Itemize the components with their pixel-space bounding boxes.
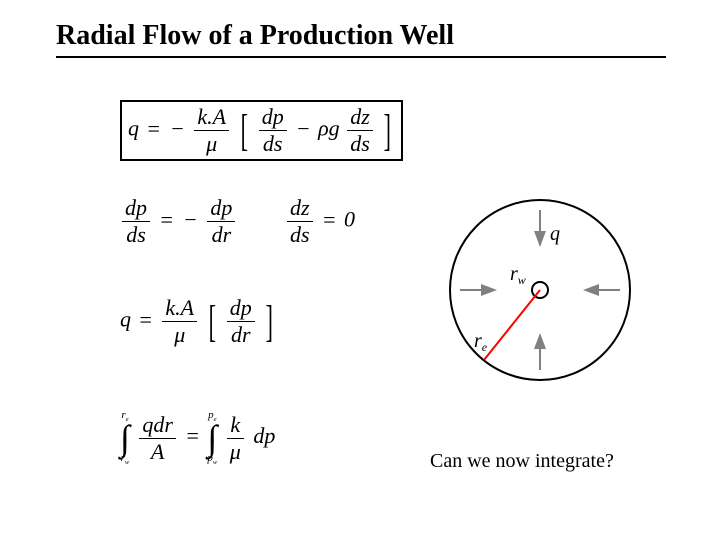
eq1-frac3-den: ds <box>347 131 373 157</box>
re-radius-line <box>484 290 540 360</box>
title-underline <box>56 56 666 58</box>
eq1-frac3-num: dz <box>347 104 373 131</box>
equation-2b: dz ds = 0 <box>285 195 355 248</box>
equation-3: q = k.A μ [ dp dr ] <box>120 295 277 348</box>
rw-label: rw <box>510 263 526 287</box>
eq1-frac2-den: ds <box>259 131 287 157</box>
equation-4: re ∫ rw qdr A = pe ∫ pw k μ dp <box>120 410 275 466</box>
eq1-rhog: ρg <box>318 116 340 141</box>
q-label: q <box>550 223 560 245</box>
re-label: re <box>474 330 488 354</box>
radial-flow-diagram: q rw re <box>430 190 650 400</box>
equation-2a: dp ds = − dp dr <box>120 195 237 248</box>
eq1-frac1-den: μ <box>194 131 229 157</box>
eq1-frac2-num: dp <box>259 104 287 131</box>
page-title: Radial Flow of a Production Well <box>56 20 454 52</box>
footer-question: Can we now integrate? <box>430 450 614 473</box>
eq1-lhs: q <box>128 116 139 141</box>
equation-1: q = − k.A μ [ dp ds − ρg dz ds ] <box>120 100 403 161</box>
eq1-frac1-num: k.A <box>194 104 229 131</box>
